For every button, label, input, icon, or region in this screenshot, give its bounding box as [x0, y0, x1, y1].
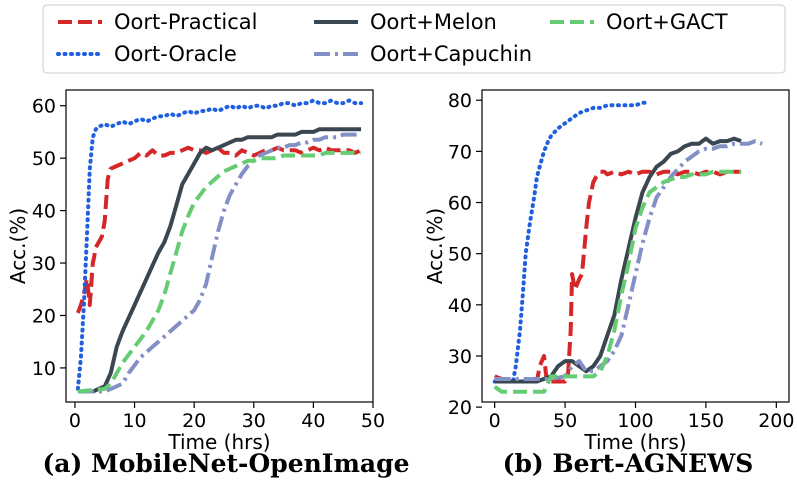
x-tick-label: 50	[361, 410, 385, 432]
series-line-oort-melon	[77, 127, 362, 394]
x-tick-label: 100	[617, 410, 653, 432]
x-tick-label: 40	[301, 410, 325, 432]
legend-label-oort-oracle: Oort-Oracle	[114, 42, 237, 66]
chart-title: (a) MobileNet-OpenImage	[42, 449, 409, 478]
y-tick-label: 30	[448, 346, 472, 368]
legend-label-oort-capuchin: Oort+Capuchin	[370, 42, 532, 66]
axes-frame	[65, 89, 374, 403]
series-group	[75, 98, 364, 394]
legend-label-oort-gact: Oort+GACT	[606, 10, 728, 34]
y-tick-label: 40	[32, 201, 56, 223]
series-line-oort-capuchin	[494, 139, 763, 381]
series-group	[492, 100, 763, 394]
series-line-oort-oracle	[75, 98, 364, 391]
chart-title: (b) Bert-AGNEWS	[503, 449, 754, 478]
y-axis-label: Acc.(%)	[6, 208, 30, 284]
y-tick-label: 20	[32, 305, 56, 327]
x-tick-label: 50	[553, 410, 577, 432]
y-tick-label: 80	[448, 90, 472, 112]
y-tick-label: 10	[32, 358, 56, 380]
x-tick-label: 150	[688, 410, 724, 432]
series-line-oort-capuchin	[77, 132, 362, 394]
x-axis-label: Time (hrs)	[583, 430, 686, 454]
y-tick-label: 20	[448, 397, 472, 419]
series-line-oort-melon	[494, 136, 742, 384]
y-tick-label: 50	[32, 148, 56, 170]
legend-frame	[42, 4, 786, 74]
y-tick-label: 60	[32, 96, 56, 118]
y-tick-label: 40	[448, 295, 472, 317]
x-tick-label: 200	[758, 410, 794, 432]
x-axis-label: Time (hrs)	[167, 430, 270, 454]
y-tick-label: 70	[448, 141, 472, 163]
x-tick-label: 0	[69, 410, 81, 432]
chart-mobilenet-openimage: 0 10 20 30 40 50 10 20 30 40 50 60 Time (hrs) Acc.(%)…	[6, 89, 410, 478]
x-tick-label: 0	[489, 410, 501, 432]
chart-bert-agnews: 0 50 100 150 200 20 30 40 50 60 70 80 Time (hrs) Acc.…	[423, 89, 794, 478]
series-line-oort-practical	[494, 169, 742, 384]
series-line-oort-oracle	[492, 100, 652, 384]
y-tick-label: 30	[32, 253, 56, 275]
x-tick-label: 30	[242, 410, 266, 432]
x-tick-label: 20	[182, 410, 206, 432]
legend-label-oort-melon: Oort+Melon	[370, 10, 497, 34]
y-tick-label: 60	[448, 193, 472, 215]
legend-label-oort-practical: Oort-Practical	[114, 10, 257, 34]
y-axis-label: Acc.(%)	[423, 208, 447, 284]
series-line-oort-gact	[493, 169, 742, 394]
x-tick-label: 10	[122, 410, 146, 432]
legend: Oort-Practical Oort-Oracle Oort+Melon Oort+…	[42, 4, 786, 74]
y-tick-label: 50	[448, 244, 472, 266]
series-line-oort-gact	[77, 150, 362, 394]
